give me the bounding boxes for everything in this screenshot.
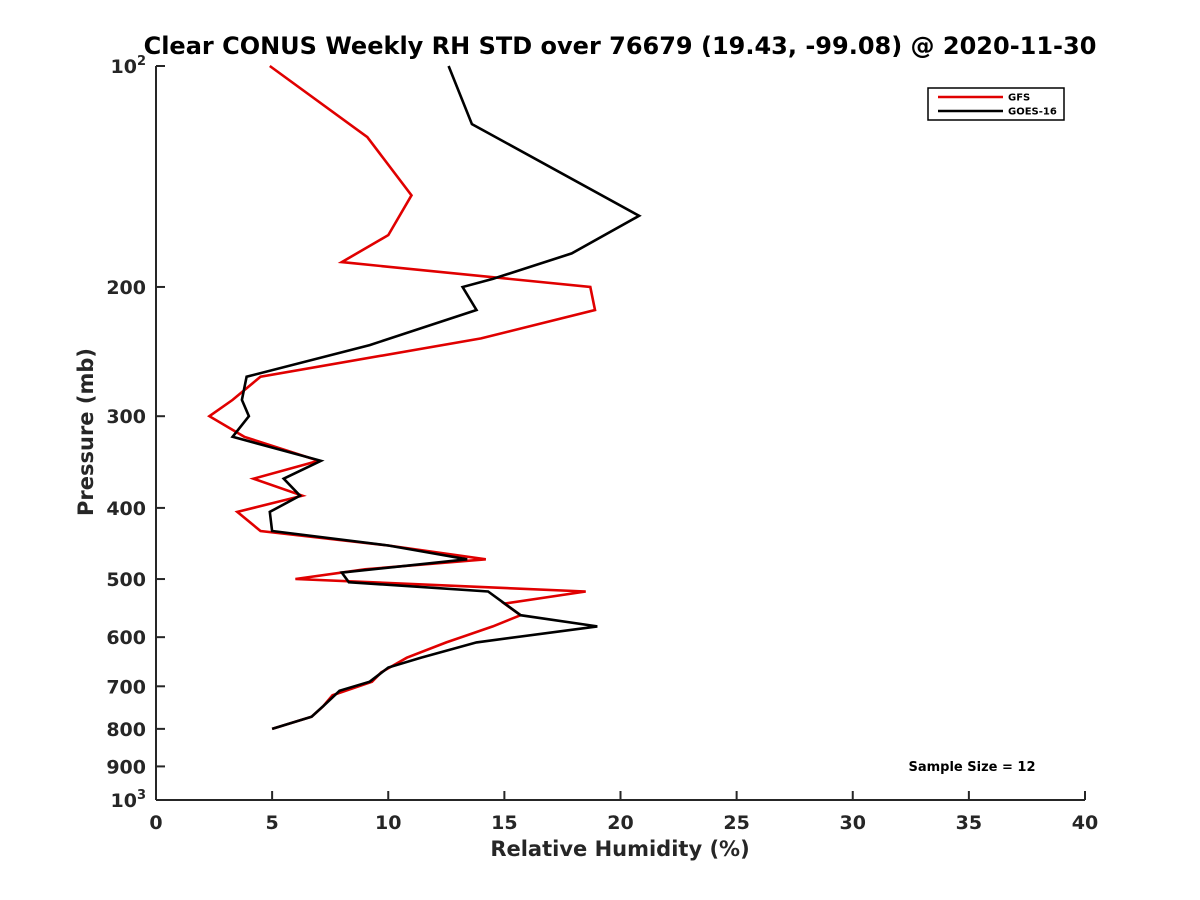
y-tick-label: 103	[111, 788, 147, 812]
y-tick-base: 10	[111, 790, 137, 812]
y-tick-label: 600	[106, 627, 146, 649]
x-tick-label: 0	[149, 812, 162, 834]
x-tick-label: 35	[956, 812, 982, 834]
y-tick-label: 900	[106, 756, 146, 778]
y-tick-label: 400	[106, 498, 146, 520]
x-axis-label: Relative Humidity (%)	[490, 837, 749, 861]
y-tick-exponent: 3	[137, 788, 146, 803]
y-tick-label: 300	[106, 406, 146, 428]
axes: 0 5 10 15 20 25 30 35 40102200300400500600700800…	[106, 54, 1098, 834]
y-tick-label: 200	[106, 277, 146, 299]
sample-size-annotation: Sample Size = 12	[908, 760, 1035, 775]
legend-label: GFS	[1008, 93, 1030, 104]
x-tick-label: 40	[1072, 812, 1098, 834]
x-tick-label: 20	[607, 812, 633, 834]
x-tick-label: 15	[491, 812, 517, 834]
chart-title: Clear CONUS Weekly RH STD over 76679 (19…	[144, 32, 1097, 60]
legend-label: GOES-16	[1008, 107, 1057, 118]
y-tick-label: 700	[106, 676, 146, 698]
y-axis-label: Pressure (mb)	[74, 348, 98, 516]
x-tick-label: 5	[266, 812, 279, 834]
y-tick-base: 10	[111, 56, 137, 78]
x-tick-label: 25	[723, 812, 749, 834]
y-tick-label: 500	[106, 569, 146, 591]
legend: GFS GOES-16	[927, 87, 1065, 121]
series-line-goes-16	[230, 65, 642, 731]
x-tick-label: 10	[375, 812, 401, 834]
x-tick-label: 30	[840, 812, 866, 834]
y-tick-label: 800	[106, 719, 146, 741]
y-tick-label: 102	[111, 54, 147, 78]
y-tick-exponent: 2	[137, 54, 146, 69]
legend-box	[927, 87, 1065, 121]
series-layer	[207, 64, 642, 731]
